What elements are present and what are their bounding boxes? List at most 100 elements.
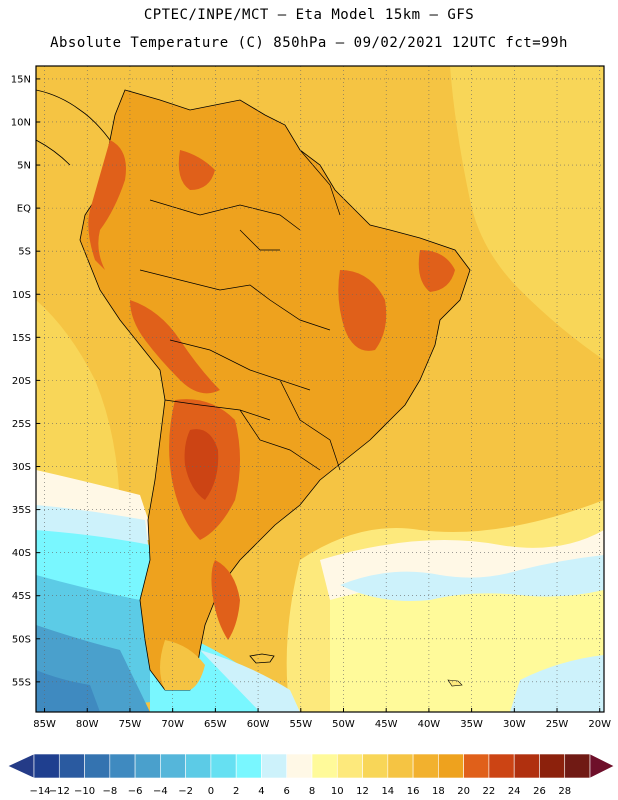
lat-lon-grid — [36, 66, 604, 712]
band-minus-6-pacific — [36, 670, 100, 712]
colorbar-swatch — [58, 753, 85, 779]
continent-land — [79, 89, 471, 691]
central-america-coast — [36, 89, 111, 166]
lon-label: 50W — [332, 719, 355, 730]
colorbar-label: 2 — [233, 786, 239, 797]
colorbar-label: −14 — [29, 786, 50, 797]
colorbar-over-arrow — [589, 753, 615, 779]
warm-peru-bolivia — [130, 300, 220, 394]
warm-brazil-northeast — [418, 250, 455, 292]
colorbar-label: 14 — [381, 786, 394, 797]
lon-label: 80W — [76, 719, 99, 730]
colorbar-label: 18 — [432, 786, 445, 797]
lon-label: 65W — [204, 719, 227, 730]
band-14-west — [36, 300, 120, 520]
colorbar-label: 4 — [258, 786, 264, 797]
lon-label: 40W — [418, 719, 441, 730]
colorbar-swatch — [160, 753, 186, 779]
lat-label: 45S — [12, 591, 31, 602]
warm-brazil-central — [338, 270, 387, 351]
lat-label: 25S — [12, 419, 31, 430]
band-6-south-atlantic — [340, 555, 604, 601]
colorbar-swatch — [564, 753, 591, 779]
colorbar-label: −8 — [102, 786, 117, 797]
lon-label: 70W — [161, 719, 184, 730]
chart-title-line-1: CPTEC/INPE/MCT – Eta Model 15km – GFS — [143, 7, 475, 23]
colorbar-swatch — [387, 753, 414, 779]
colorbar-label: −12 — [49, 786, 70, 797]
warm-andes-north — [88, 140, 126, 270]
band-16-ne — [450, 66, 604, 360]
lat-label: EQ — [17, 204, 31, 215]
lon-label: 30W — [503, 719, 526, 730]
south-georgia — [447, 679, 463, 687]
colorbar-swatch — [261, 753, 288, 779]
colorbar-label: −6 — [128, 786, 143, 797]
colorbar-swatch — [362, 753, 389, 779]
colorbar-swatch — [185, 753, 212, 779]
lat-label: 10S — [12, 290, 31, 301]
latitude-labels: 15N 10N 5N EQ 5S 10S 15S 20S 25S 30S 35S 40S 45S 50S 5… — [11, 74, 40, 688]
falkland-islands — [249, 653, 275, 664]
lon-label: 25W — [546, 719, 569, 730]
lat-label: 15S — [12, 333, 31, 344]
colorbar-swatch — [336, 753, 363, 779]
temperature-field — [36, 66, 604, 712]
colorbar-swatch — [311, 753, 338, 779]
cool-tierra-del-fuego — [160, 640, 205, 690]
lat-label: 55S — [12, 677, 31, 688]
lat-label: 10N — [11, 117, 31, 128]
lon-label: 20W — [588, 719, 611, 730]
colorbar-swatch — [463, 753, 490, 779]
colorbar-label: 10 — [331, 786, 344, 797]
colorbar — [7, 753, 615, 779]
lon-label: 85W — [33, 719, 56, 730]
colorbar-label: 16 — [407, 786, 420, 797]
colorbar-swatch — [488, 753, 515, 779]
colorbar-label: 8 — [309, 786, 315, 797]
colorbar-swatch — [412, 753, 439, 779]
warm-colombia — [178, 150, 215, 190]
colorbar-swatch — [539, 753, 566, 779]
lat-label: 5N — [17, 161, 31, 172]
lat-label: 30S — [12, 462, 31, 473]
lon-label: 75W — [119, 719, 142, 730]
colorbar-label: 12 — [356, 786, 369, 797]
colorbar-swatch — [235, 753, 262, 779]
chart-title-line-2: Absolute Temperature (C) 850hPa – 09/02/… — [50, 35, 568, 51]
colorbar-swatch — [33, 753, 60, 779]
colorbar-under-arrow — [7, 753, 35, 779]
colorbar-swatch — [513, 753, 540, 779]
lat-label: 20S — [12, 376, 31, 387]
colorbar-label: 22 — [483, 786, 496, 797]
map-frame — [35, 65, 605, 713]
band-6-drake — [200, 650, 300, 712]
lat-label: 35S — [12, 505, 31, 516]
colorbar-label: 20 — [457, 786, 470, 797]
colorbar-label: 24 — [508, 786, 521, 797]
colorbar-swatch — [210, 753, 237, 779]
lat-label: 40S — [12, 548, 31, 559]
lon-label: 55W — [289, 719, 312, 730]
colorbar-swatch — [438, 753, 464, 779]
band-6-southeast — [510, 655, 604, 712]
colorbar-label: 28 — [558, 786, 571, 797]
longitude-labels: 85W 80W 75W 70W 65W 60W 55W 50W 45W 40W 35W 30W 25W 2… — [33, 708, 611, 730]
colorbar-label: 6 — [284, 786, 290, 797]
lon-label: 45W — [375, 719, 398, 730]
colorbar-swatch — [84, 753, 111, 779]
colorbar-label: 26 — [533, 786, 546, 797]
colorbar-label: 0 — [208, 786, 214, 797]
colorbar-label: −10 — [74, 786, 95, 797]
colorbar-swatch — [109, 753, 136, 779]
colorbar-swatch — [286, 753, 313, 779]
lon-label: 60W — [247, 719, 270, 730]
country-borders — [139, 149, 341, 471]
lat-label: 15N — [11, 74, 31, 85]
warm-patagonia — [211, 560, 240, 640]
colorbar-swatch — [134, 753, 161, 779]
lon-label: 35W — [460, 719, 483, 730]
lat-label: 5S — [18, 247, 31, 258]
colorbar-labels: −14−12 −10 −8 −6 −4 −2 0 2 4 6 8 10 12 14 16 18 20 22 24 26… — [29, 786, 571, 797]
